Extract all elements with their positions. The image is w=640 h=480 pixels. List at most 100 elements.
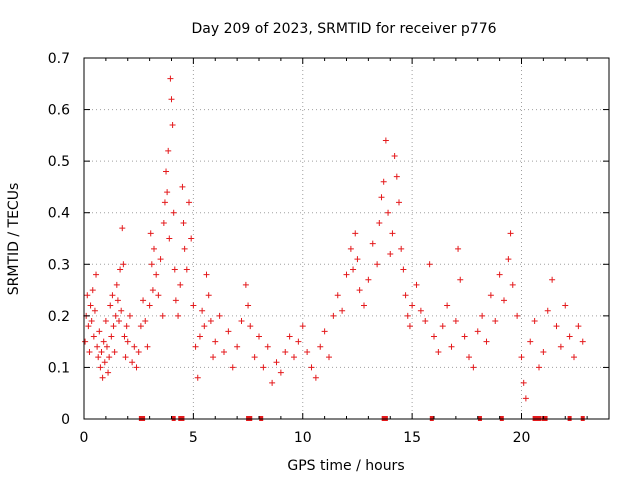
data-point [483,338,490,345]
data-point [501,297,507,304]
data-point [148,261,155,268]
data-point [264,343,271,350]
data-point [461,333,468,340]
data-point [164,189,171,196]
data-point [140,297,147,304]
y-axis-label: SRMTID / TECUs [6,183,22,296]
data-point [207,318,214,325]
data-point [103,343,110,350]
data-point [188,235,195,242]
data-point [93,271,100,278]
y-tick-label: 0 [61,412,70,428]
data-point [509,281,516,288]
data-point [474,328,481,335]
data-point [291,354,297,361]
data-point [149,287,156,294]
data-point [170,209,177,216]
data-point [406,323,413,330]
data-point [147,230,154,237]
data-point [137,323,144,330]
data-point [157,256,164,263]
y-tick-label: 0.7 [48,51,70,67]
data-point [492,318,499,325]
data-point [175,312,182,319]
x-tick-label: 0 [80,430,89,446]
data-point [365,276,372,283]
x-tick-label: 15 [403,430,421,446]
data-point [96,328,103,335]
axis-ticks: 0 0.1 0.2 0.3 0.4 0.5 0.6 0.7 0 5 10 15 20 [48,51,609,446]
data-point [111,348,118,355]
x-axis-label: GPS time / hours [287,458,404,474]
data-point [426,261,433,268]
data-point [169,122,176,129]
data-point [571,354,577,361]
data-point [356,287,363,294]
data-point [118,307,125,314]
data-point [455,245,462,252]
data-point [168,96,175,103]
data-point [112,312,119,319]
data-point [210,354,217,361]
data-point [225,328,232,335]
data-point [273,359,280,366]
data-point [282,348,289,355]
data-points [82,75,586,402]
data-point [398,245,405,252]
data-point [553,323,560,330]
x-tick-label: 10 [294,430,312,446]
data-point [389,230,396,237]
data-point [82,338,89,345]
data-point [89,287,96,294]
data-point [172,297,179,304]
data-point [374,261,381,268]
data-point [286,333,293,340]
data-point [177,281,184,288]
y-tick-label: 0.1 [48,360,70,376]
data-point [479,312,486,319]
data-point [376,220,383,227]
data-point [91,307,98,314]
data-point [238,318,245,325]
data-point [330,312,337,319]
data-point [116,318,122,325]
data-point [142,318,149,325]
data-point [216,312,223,319]
data-point [562,302,569,309]
data-point [190,302,197,309]
data-point [295,338,302,345]
data-point [135,348,142,355]
data-point [326,354,332,361]
data-point [518,354,525,361]
data-point [153,271,160,278]
data-point [396,199,402,206]
data-point [387,250,394,257]
data-point [166,235,173,242]
data-point [159,312,166,319]
data-point [531,318,538,325]
data-point [487,292,494,299]
data-point [251,354,258,361]
data-point [196,333,203,340]
y-tick-label: 0.6 [48,103,70,119]
data-point [234,343,241,350]
data-point [347,245,354,252]
data-point [87,302,94,309]
data-point [120,261,127,268]
data-point [131,343,138,350]
data-point [269,379,276,386]
data-point [171,266,178,273]
data-point [84,292,91,299]
data-point [496,271,503,278]
data-point [470,364,477,371]
data-point [101,359,108,366]
data-point [321,328,328,335]
data-point [129,359,136,366]
data-point [382,137,389,144]
data-point [549,276,556,283]
y-tick-label: 0.3 [48,257,70,273]
data-point [245,302,252,309]
data-point [444,302,451,309]
data-point [536,364,542,371]
data-point [114,297,121,304]
